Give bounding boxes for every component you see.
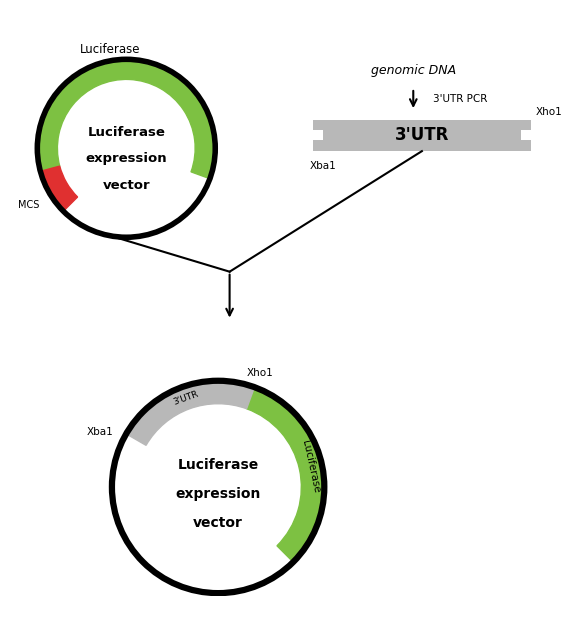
Wedge shape: [126, 381, 254, 446]
Text: Xba1: Xba1: [87, 428, 114, 438]
Text: Luciferase: Luciferase: [87, 125, 165, 138]
Text: 3'UTR PCR: 3'UTR PCR: [433, 95, 488, 104]
Text: 3'UTR: 3'UTR: [172, 389, 200, 407]
Text: vector: vector: [193, 515, 243, 530]
Text: Xho1: Xho1: [246, 368, 273, 378]
Bar: [313, 130, 323, 140]
Text: Xba1: Xba1: [310, 161, 337, 171]
Text: 3'UTR: 3'UTR: [395, 126, 449, 145]
Text: expression: expression: [86, 152, 167, 165]
Text: Xho1: Xho1: [536, 107, 563, 117]
Wedge shape: [247, 387, 324, 562]
Text: expression: expression: [176, 487, 261, 501]
Text: Luciferase: Luciferase: [300, 439, 321, 494]
Text: Luciferase: Luciferase: [80, 43, 140, 56]
Bar: [521, 130, 531, 140]
Text: genomic DNA: genomic DNA: [371, 64, 456, 77]
Text: Luciferase: Luciferase: [177, 458, 259, 472]
Text: vector: vector: [103, 179, 150, 192]
Text: MCS: MCS: [18, 200, 40, 210]
Wedge shape: [40, 166, 77, 211]
Wedge shape: [37, 59, 215, 179]
Bar: [313, 119, 531, 151]
